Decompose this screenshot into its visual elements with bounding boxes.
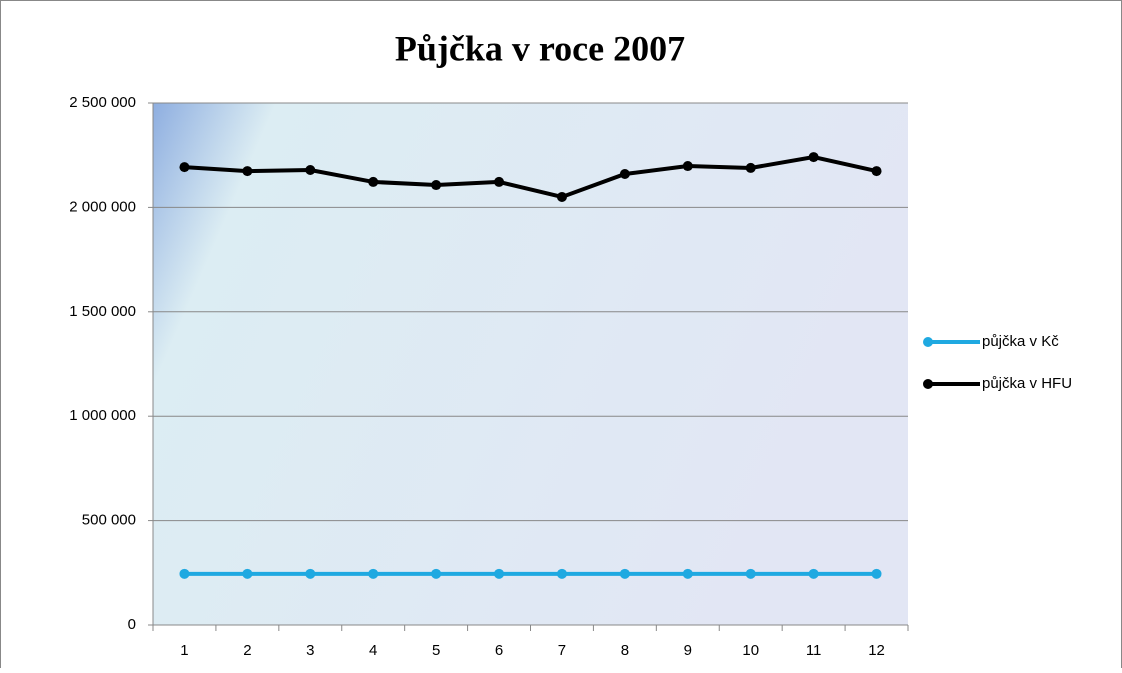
y-tick-label: 0 — [128, 616, 136, 633]
x-tick-label: 3 — [306, 642, 314, 659]
x-tick-label: 7 — [558, 642, 566, 659]
y-tick-label: 500 000 — [82, 512, 136, 529]
data-point — [808, 568, 819, 579]
data-point — [179, 568, 190, 579]
x-tick-label: 6 — [495, 642, 503, 659]
data-point — [494, 176, 505, 187]
data-point — [808, 152, 819, 163]
plot-area — [153, 103, 908, 625]
data-point — [494, 568, 505, 579]
data-point — [745, 162, 756, 173]
x-tick-label: 11 — [806, 642, 822, 659]
legend-label: půjčka v Kč — [982, 333, 1059, 350]
data-point — [619, 568, 630, 579]
x-tick-label: 12 — [868, 642, 885, 659]
y-tick-label: 2 000 000 — [69, 198, 136, 215]
data-point — [305, 568, 316, 579]
x-tick-label: 8 — [621, 642, 629, 659]
data-point — [368, 176, 379, 187]
legend-label: půjčka v HFU — [982, 375, 1072, 392]
series-line — [184, 155, 877, 200]
legend-marker — [923, 337, 933, 347]
data-point — [556, 191, 567, 202]
data-point — [682, 161, 693, 172]
y-tick-label: 1 500 000 — [69, 303, 136, 320]
x-tick-label: 2 — [243, 642, 251, 659]
data-point — [871, 166, 882, 177]
data-point — [242, 166, 253, 177]
x-tick-label: 5 — [432, 642, 440, 659]
x-tick-label: 1 — [180, 642, 188, 659]
legend-marker — [923, 379, 933, 389]
x-tick-label: 10 — [742, 642, 759, 659]
y-tick-label: 1 000 000 — [69, 407, 136, 424]
data-point — [682, 568, 693, 579]
data-point — [179, 162, 190, 173]
data-point — [305, 165, 316, 176]
x-tick-label: 9 — [684, 642, 692, 659]
data-point — [871, 568, 882, 579]
data-point — [431, 180, 442, 191]
data-point — [745, 568, 756, 579]
data-point — [556, 568, 567, 579]
x-tick-label: 4 — [369, 642, 377, 659]
y-tick-label: 2 500 000 — [69, 94, 136, 111]
data-point — [368, 568, 379, 579]
data-point — [619, 168, 630, 179]
data-point — [242, 568, 253, 579]
chart-title: Půjčka v roce 2007 — [395, 28, 685, 68]
data-point — [431, 568, 442, 579]
